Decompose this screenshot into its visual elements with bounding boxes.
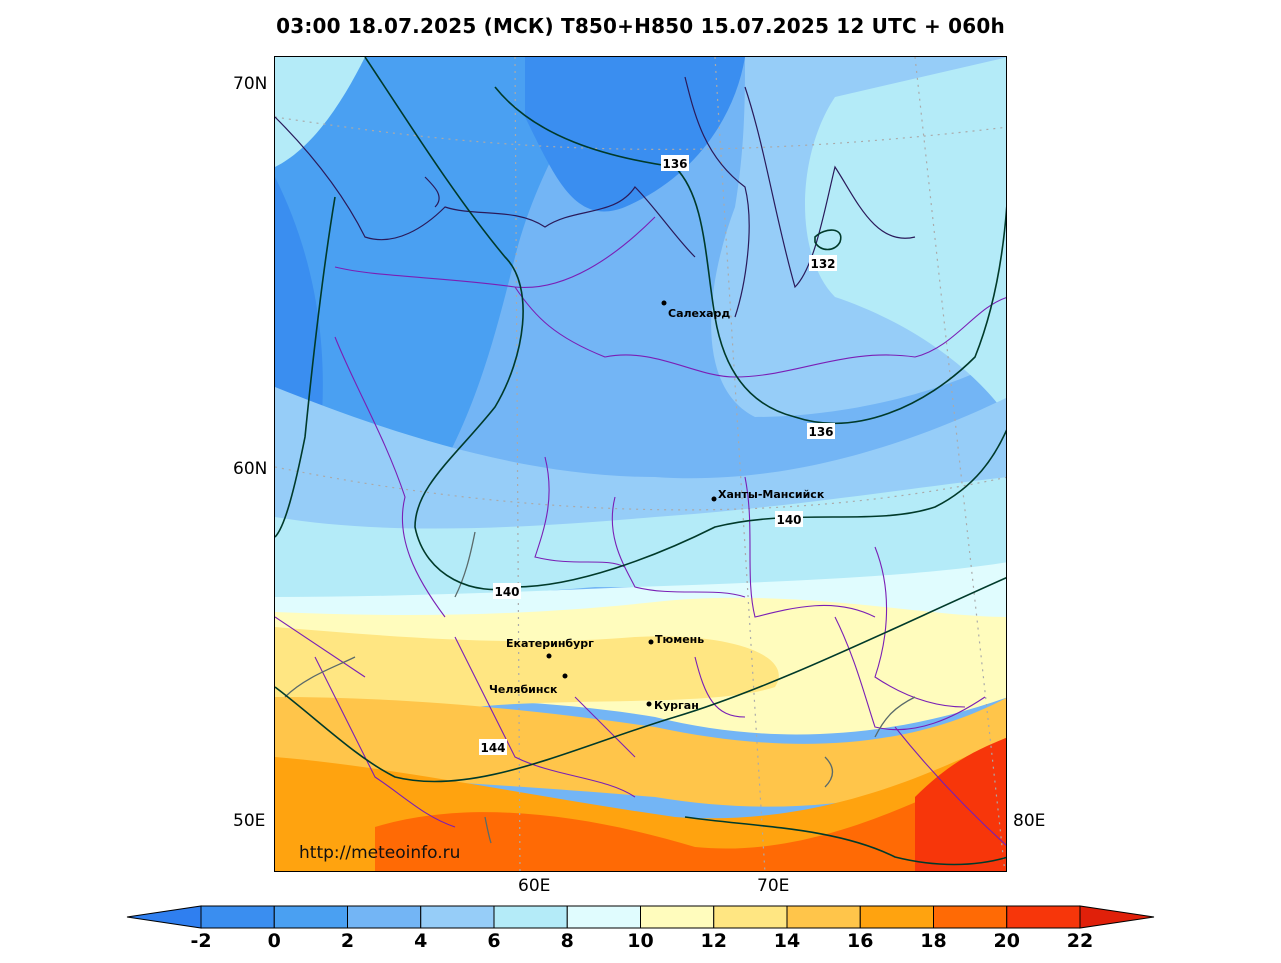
band-0-2	[275, 57, 605, 527]
colorbar-cell	[1006, 905, 1081, 929]
colorbar-cell	[493, 905, 568, 929]
colorbar-max-arrow	[1079, 905, 1155, 929]
chart-title: 03:00 18.07.2025 (МСК) T850+H850 15.07.2…	[276, 14, 1005, 38]
city-label-kurgan: Курган	[654, 699, 699, 712]
colorbar-cell	[859, 905, 934, 929]
colorbar-cell	[200, 905, 275, 929]
lon-label-80e: 80E	[1013, 811, 1046, 831]
watermark-url: http://meteoinfo.ru	[299, 843, 461, 863]
city-dot-yekaterinburg	[546, 653, 552, 659]
lat-label-60n: 60N	[233, 459, 268, 479]
cities: Салехард Ханты-Мансийск Екатеринбург Тюм…	[489, 300, 825, 712]
colorbar-tick-label: 6	[487, 930, 501, 952]
lat-label-50e: 50E	[233, 811, 266, 831]
colorbar-tick-label: 14	[773, 930, 801, 952]
contour-labels: 136 132 136 140 140 144	[479, 155, 837, 755]
colorbar-cell	[933, 905, 1008, 929]
city-label-tyumen: Тюмень	[655, 633, 704, 646]
contour-label-132: 132	[810, 257, 835, 271]
colorbar-cell	[566, 905, 641, 929]
colorbar-tick-label: 18	[920, 930, 947, 952]
band-6-8-mid	[275, 477, 1006, 602]
contour-label-140-east: 140	[776, 513, 801, 527]
colorbar-tick-label: 4	[414, 930, 428, 952]
colorbar-tick-label: 20	[993, 930, 1020, 952]
city-dot-tyumen	[648, 639, 654, 645]
band-6-8-ne	[805, 57, 1006, 415]
colorbar-tick-label: 8	[560, 930, 574, 952]
band-12-14	[275, 627, 779, 717]
map-canvas: 136 132 136 140 140 144 Салехард Ханты-М…	[275, 57, 1006, 871]
band-14-16	[275, 697, 1006, 807]
temperature-map[interactable]: 136 132 136 140 140 144 Салехард Ханты-М…	[274, 56, 1007, 872]
graticule	[275, 57, 1006, 871]
lon-label-70e: 70E	[757, 876, 790, 896]
colorbar-cells	[200, 905, 1081, 929]
colorbar-cell	[420, 905, 495, 929]
city-label-khanty-mansiysk: Ханты-Мансийск	[718, 488, 825, 501]
colorbar-tick-label: -2	[190, 930, 212, 952]
band-6-8-nw	[275, 57, 365, 167]
city-dot-chelyabinsk	[562, 673, 568, 679]
contour-label-136-east: 136	[808, 425, 833, 439]
band-18-20	[375, 758, 1006, 871]
city-dot-khanty-mansiysk	[711, 496, 717, 502]
colorbar-tick-label: 16	[847, 930, 874, 952]
lon-label-60e: 60E	[518, 876, 551, 896]
city-label-chelyabinsk: Челябинск	[489, 683, 558, 696]
rivers	[284, 531, 916, 844]
contour-label-136-north: 136	[662, 157, 687, 171]
city-label-yekaterinburg: Екатеринбург	[506, 637, 594, 650]
admin-borders	[275, 216, 1006, 846]
colorbar-cell	[713, 905, 788, 929]
colorbar-cell	[640, 905, 715, 929]
colorbar-tick-label: 22	[1066, 930, 1094, 952]
band-20-22	[915, 737, 1006, 871]
colorbar-cell	[347, 905, 422, 929]
colorbar-tick-label: 10	[627, 930, 654, 952]
contour-label-144: 144	[480, 741, 505, 755]
contour-label-140-west: 140	[494, 585, 519, 599]
coastline	[275, 76, 916, 318]
colorbar-tick-label: 12	[700, 930, 727, 952]
city-dot-kurgan	[646, 701, 652, 707]
city-label-salekhard: Салехард	[668, 307, 730, 320]
city-dot-salekhard	[661, 300, 667, 306]
colorbar-tick-label: 2	[340, 930, 355, 952]
h850-contours	[275, 57, 1006, 866]
colorbar-cell	[273, 905, 348, 929]
colorbar-cell	[786, 905, 861, 929]
colorbar-tick-label: 0	[267, 930, 281, 952]
colorbar-min-arrow	[126, 905, 202, 929]
lat-label-70n: 70N	[233, 74, 268, 94]
